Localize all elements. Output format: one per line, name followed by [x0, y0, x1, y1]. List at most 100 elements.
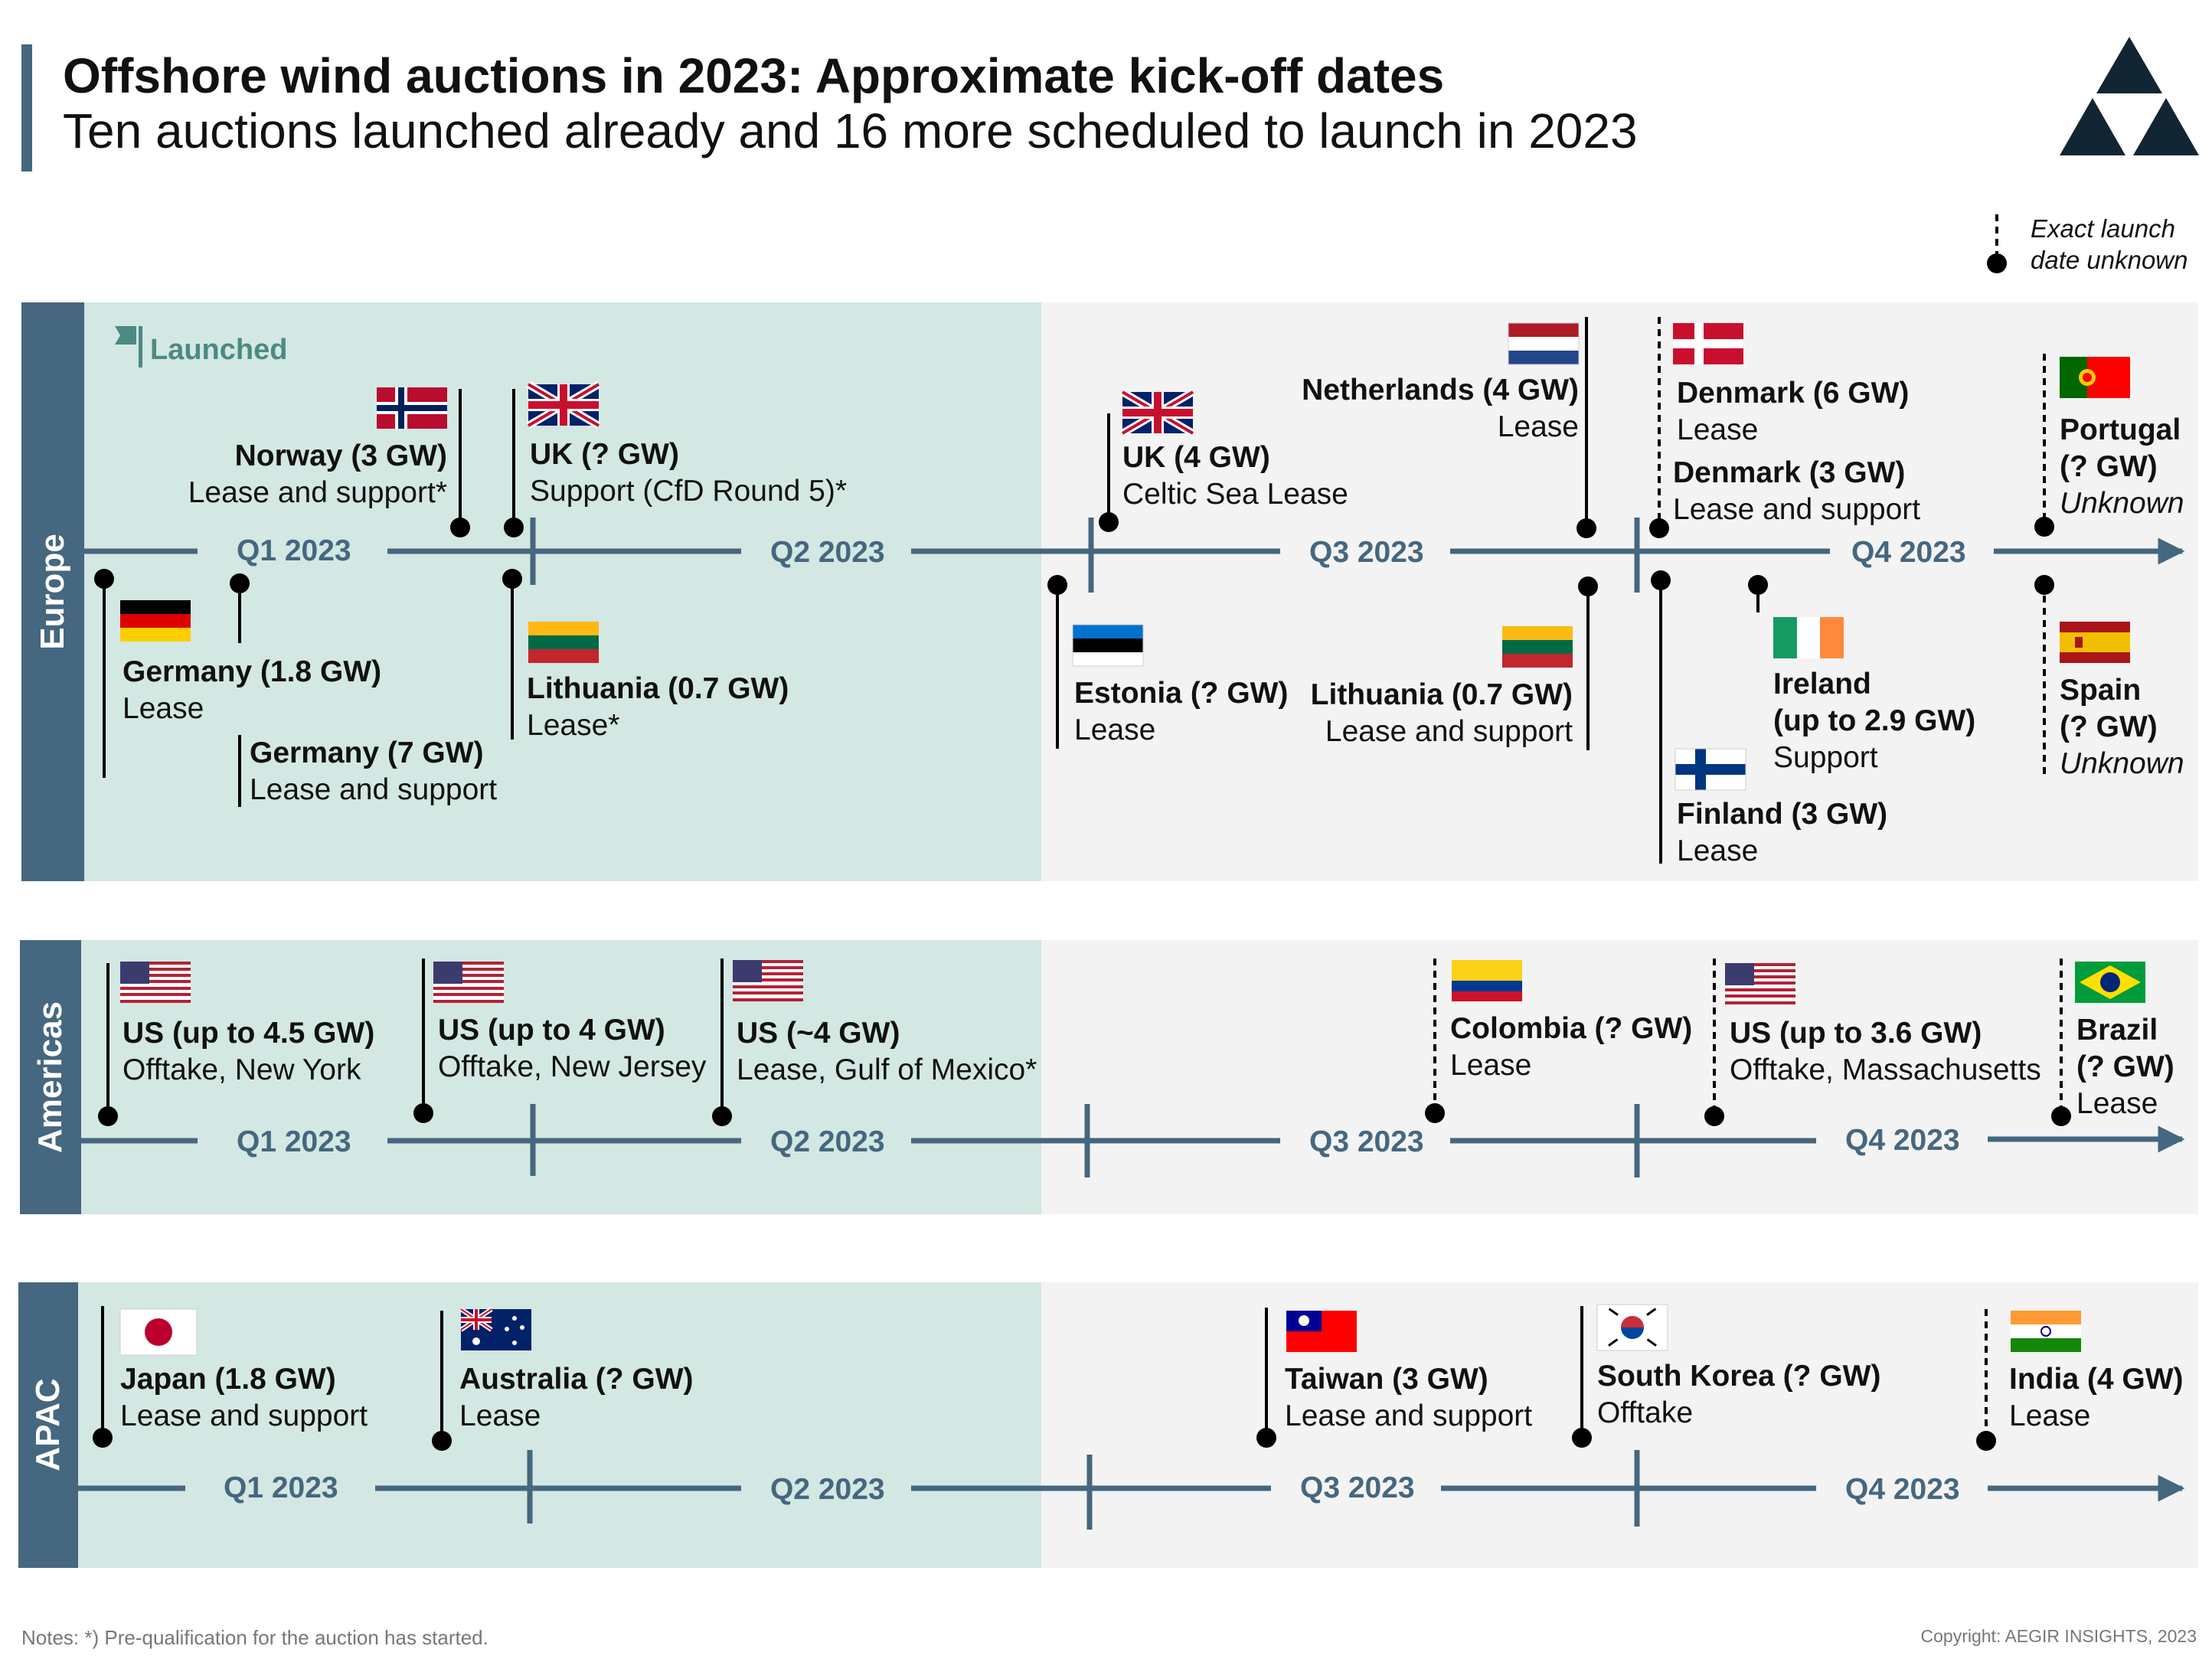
entry-lithuania-lease-support: Lithuania (0.7 GW) Lease and support: [1311, 677, 1573, 750]
uk-flag: [526, 380, 601, 429]
apac-quarter-q3: Q3 2023: [1300, 1471, 1415, 1504]
entry-name-2: (? GW): [2060, 450, 2158, 483]
taiwan-flag: [1286, 1311, 1357, 1352]
flag-icon: [115, 326, 142, 367]
entry-ireland: Ireland (up to 2.9 GW) Support: [1773, 666, 1975, 776]
entry-name: Lithuania (0.7 GW): [527, 672, 789, 705]
entry-type: Lease*: [527, 709, 620, 742]
netherlands-flag: [1508, 322, 1580, 365]
entry-netherlands: Netherlands (4 GW) Lease: [1302, 372, 1579, 446]
entry-name: Taiwan (3 GW): [1285, 1363, 1488, 1396]
page-title: Offshore wind auctions in 2023: Approxim…: [63, 48, 1445, 103]
title-accent-bar: [21, 44, 32, 171]
americas-quarter-q2: Q2 2023: [770, 1125, 885, 1158]
pin-stems: [101, 317, 1759, 1439]
entry-denmark-6: Denmark (6 GW) Lease: [1677, 375, 1909, 449]
europe-band-future: [1041, 302, 2198, 881]
entry-type: Lease and support: [1673, 493, 1921, 526]
apac-quarter-q2: Q2 2023: [770, 1473, 885, 1506]
europe-timeline-axis: [84, 518, 2185, 593]
entry-type: Unknown: [2060, 487, 2184, 520]
entry-type: Lease: [2009, 1399, 2091, 1432]
apac-timeline-axis: [78, 1450, 2185, 1530]
us-flag: [120, 962, 191, 1003]
entry-name: Norway (3 GW): [234, 439, 447, 472]
entry-type: Lease: [1074, 714, 1156, 746]
uk-flag: [1120, 388, 1195, 437]
europe-quarter-q3: Q3 2023: [1309, 536, 1424, 569]
americas-timeline-axis: [81, 1104, 2185, 1177]
entry-type: Support (CfD Round 5)*: [530, 475, 848, 508]
entry-finland: Finland (3 GW) Lease: [1677, 796, 1887, 870]
entry-uk-celtic-sea: UK (4 GW) Celtic Sea Lease: [1122, 439, 1348, 513]
norway-flag: [377, 387, 447, 429]
entry-germany-7: Germany (7 GW) Lease and support: [250, 735, 497, 808]
americas-band-future: [1041, 940, 2198, 1214]
japan-flag: [119, 1308, 198, 1356]
entry-type: Lease and support: [1325, 715, 1573, 748]
americas-quarter-q1: Q1 2023: [237, 1125, 351, 1158]
entry-type: Lease: [1497, 410, 1579, 443]
entry-us-new-york: US (up to 4.5 GW) Offtake, New York: [123, 1015, 374, 1089]
pin-dots: [93, 512, 2071, 1451]
entry-us-gulf-of-mexico: US (~4 GW) Lease, Gulf of Mexico*: [737, 1015, 1037, 1089]
footnote: Notes: *) Pre-qualification for the auct…: [21, 1626, 488, 1649]
entry-name: South Korea (? GW): [1597, 1360, 1881, 1393]
page-subtitle: Ten auctions launched already and 16 mor…: [63, 103, 1638, 158]
entry-lithuania-lease: Lithuania (0.7 GW) Lease*: [527, 671, 789, 744]
entry-us-massachusetts: US (up to 3.6 GW) Offtake, Massachusetts: [1730, 1015, 2041, 1089]
entry-type: Offtake, New Jersey: [438, 1050, 707, 1083]
entry-type: Lease and support: [250, 773, 498, 806]
entry-india: India (4 GW) Lease: [2009, 1361, 2184, 1435]
entry-type: Lease and support: [1285, 1399, 1533, 1432]
entry-type: Lease: [459, 1399, 541, 1432]
entry-spain: Spain (? GW) Unknown: [2060, 672, 2184, 782]
legend-label: Exact launch date unknown: [2031, 213, 2188, 276]
entry-name: Lithuania (0.7 GW): [1310, 678, 1573, 711]
entry-type: Lease: [123, 692, 204, 725]
entry-name: Denmark (3 GW): [1673, 456, 1906, 489]
pin-stems-unknown: [1433, 317, 2063, 1439]
entry-type: Offtake, Massachusetts: [1730, 1053, 2041, 1086]
entry-type: Lease: [1450, 1049, 1532, 1082]
entry-name: Colombia (? GW): [1450, 1012, 1693, 1045]
entry-us-new-jersey: US (up to 4 GW) Offtake, New Jersey: [438, 1012, 706, 1086]
spain-flag: [2060, 622, 2130, 663]
entry-name: Japan (1.8 GW): [120, 1363, 336, 1396]
denmark-flag: [1673, 323, 1743, 364]
entry-taiwan: Taiwan (3 GW) Lease and support: [1285, 1361, 1532, 1435]
entry-type: Lease and support: [120, 1399, 368, 1432]
entry-name: Germany (1.8 GW): [123, 655, 382, 688]
south-korea-flag: [1596, 1304, 1668, 1351]
entry-name: Spain: [2060, 674, 2142, 707]
germany-flag: [120, 600, 191, 642]
apac-quarter-q4: Q4 2023: [1845, 1473, 1960, 1506]
entry-japan: Japan (1.8 GW) Lease and support: [120, 1361, 368, 1435]
legend-marker: [1987, 214, 2007, 273]
entry-name-2: (up to 2.9 GW): [1773, 704, 1976, 737]
europe-quarter-q4: Q4 2023: [1851, 536, 1966, 569]
ireland-flag: [1773, 617, 1844, 658]
entry-norway: Norway (3 GW) Lease and support*: [188, 438, 447, 511]
entry-type: Lease and support*: [188, 476, 447, 509]
entry-name: Estonia (? GW): [1074, 677, 1289, 710]
entry-name: Germany (7 GW): [250, 736, 484, 769]
aegir-triangle-logo: [2060, 37, 2199, 155]
entry-type: Unknown: [2060, 747, 2184, 780]
entry-type: Celtic Sea Lease: [1122, 478, 1348, 511]
entry-uk-cfd: UK (? GW) Support (CfD Round 5)*: [530, 436, 847, 510]
entry-name: Ireland: [1773, 668, 1871, 701]
entry-name: US (up to 4.5 GW): [123, 1017, 375, 1050]
colombia-flag: [1452, 960, 1522, 1001]
legend-line-2: date unknown: [2031, 246, 2188, 274]
entry-name: India (4 GW): [2009, 1363, 2184, 1396]
americas-region-tab: [20, 940, 81, 1214]
portugal-flag: [2060, 357, 2130, 398]
entry-name: US (~4 GW): [737, 1017, 900, 1050]
entry-name: US (up to 3.6 GW): [1730, 1017, 1982, 1050]
entry-type: Lease: [1677, 413, 1759, 446]
entry-name: Australia (? GW): [459, 1363, 694, 1396]
entry-south-korea: South Korea (? GW) Offtake: [1597, 1358, 1880, 1432]
entry-estonia: Estonia (? GW) Lease: [1074, 675, 1288, 749]
lithuania-flag: [1502, 626, 1573, 668]
